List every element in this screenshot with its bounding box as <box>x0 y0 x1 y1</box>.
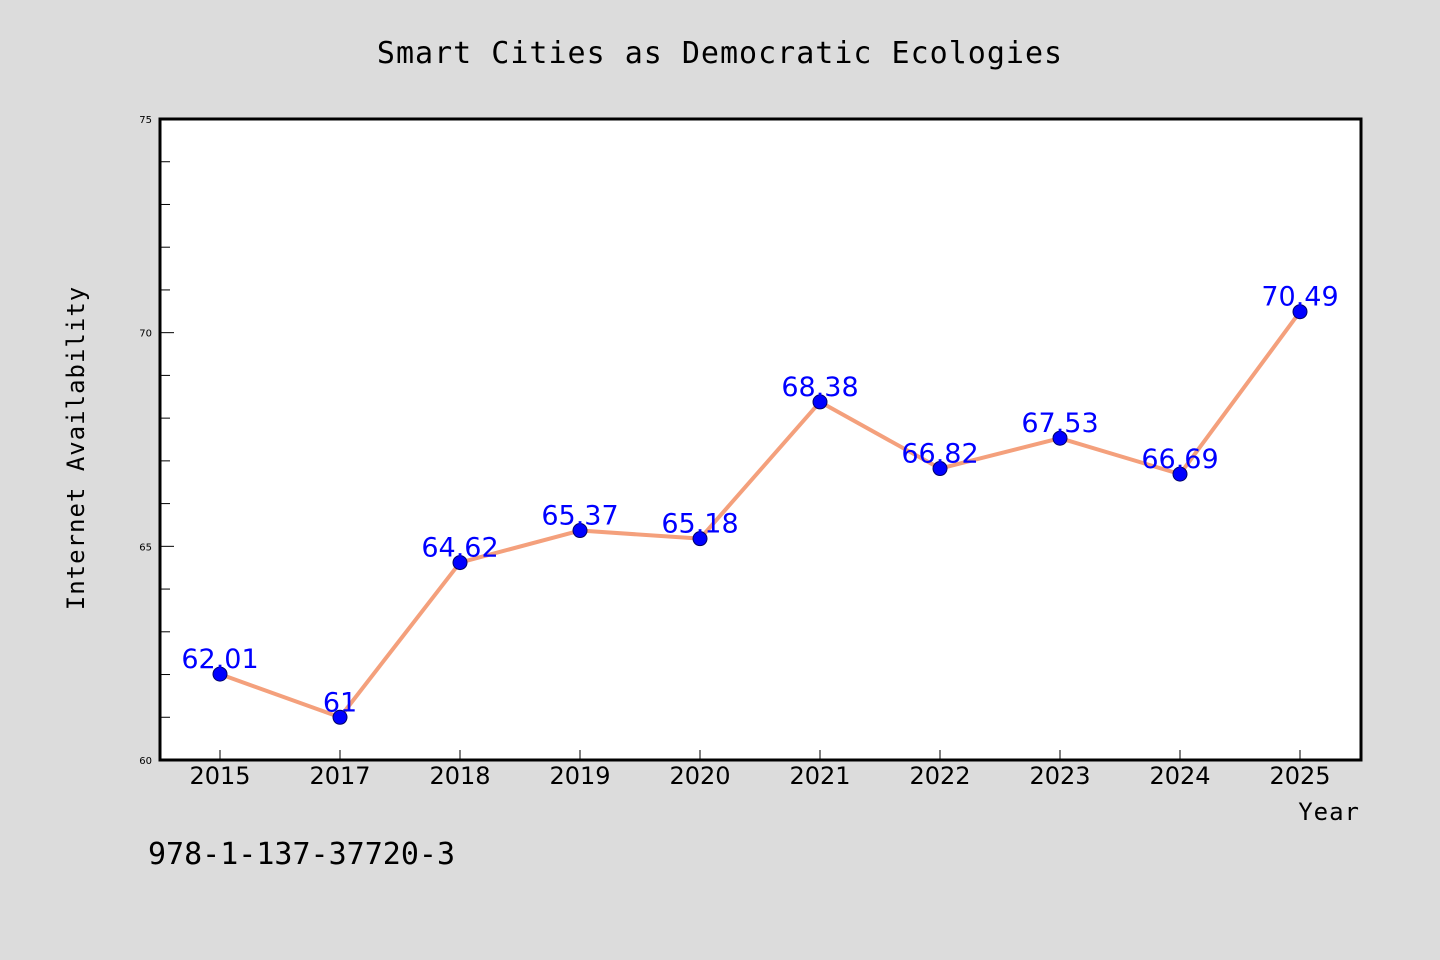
data-point <box>932 461 948 477</box>
x-tick-label: 2022 <box>909 762 970 790</box>
y-tick-label: 65 <box>139 542 152 553</box>
data-point <box>212 666 228 682</box>
data-point <box>1172 466 1188 482</box>
y-axis: 60 65 70 75 <box>139 115 174 767</box>
y-axis-label: Internet Availability <box>62 286 90 610</box>
plot-area <box>158 117 1363 762</box>
y-tick-label: 70 <box>139 329 152 340</box>
y-tick-label: 75 <box>139 115 152 126</box>
y-tick-label: 60 <box>139 756 152 767</box>
data-label: 66.69 <box>1141 444 1218 475</box>
x-tick-label: 2023 <box>1029 762 1090 790</box>
x-tick-label: 2015 <box>189 762 250 790</box>
data-label: 64.62 <box>421 533 498 564</box>
data-point <box>572 523 588 539</box>
data-label: 68.38 <box>781 372 858 403</box>
x-tick-label: 2025 <box>1269 762 1330 790</box>
data-point <box>1292 304 1308 320</box>
data-label: 67.53 <box>1021 408 1098 439</box>
data-labels: 62.01 61 64.62 65.37 65.18 68.38 66.82 67.53 66.… <box>181 282 1338 719</box>
data-point <box>332 709 348 725</box>
x-tick-label: 2017 <box>309 762 370 790</box>
data-label: 62.01 <box>181 644 258 675</box>
x-axis-label: Year <box>1298 798 1360 826</box>
data-point <box>452 555 468 571</box>
isbn-text: 978-1-137-37720-3 <box>148 837 455 872</box>
data-point <box>812 394 828 410</box>
series-line-group <box>218 309 1302 720</box>
series-markers <box>212 304 1308 725</box>
x-tick-label: 2024 <box>1149 762 1210 790</box>
data-label: 66.82 <box>901 439 978 470</box>
series-line <box>218 309 1302 720</box>
x-axis: 2015 2017 2018 2019 2020 2021 2022 2023 2024 2025 <box>189 750 1331 790</box>
data-point <box>1052 430 1068 446</box>
data-label: 70.49 <box>1261 282 1338 313</box>
data-label: 61 <box>323 687 357 718</box>
x-tick-label: 2021 <box>789 762 850 790</box>
data-point <box>692 531 708 547</box>
data-label: 65.37 <box>541 501 618 532</box>
x-tick-label: 2018 <box>429 762 490 790</box>
data-label: 65.18 <box>661 509 738 540</box>
x-tick-label: 2020 <box>669 762 730 790</box>
chart-title: Smart Cities as Democratic Ecologies <box>377 36 1063 71</box>
x-tick-label: 2019 <box>549 762 610 790</box>
